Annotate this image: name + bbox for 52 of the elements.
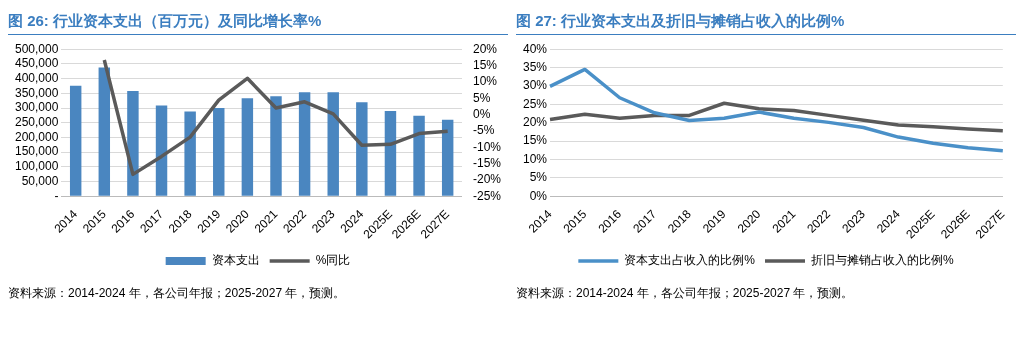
y-tick-label: 10% [522, 151, 548, 166]
y2-tick-label: 20% [472, 41, 498, 56]
y-tick-label: 350,000 [14, 85, 59, 100]
y-tick-label: 100,000 [14, 159, 59, 174]
y-tick-label: 40% [522, 41, 548, 56]
legend-label: 折旧与摊销占收入的比例% [811, 253, 954, 268]
chart-title: 图 27: 行业资本支出及折旧与摊销占收入的比例% [516, 8, 1016, 35]
bar [69, 85, 82, 196]
bar [270, 96, 282, 196]
bar [298, 92, 311, 196]
legend-label: 资本支出 [211, 253, 260, 268]
text: 资料来源：2014-2024 年，各公司年报；2025-2027 年，预测。 [516, 285, 855, 302]
y-tick-label: 250,000 [14, 115, 59, 130]
y2-tick-label: -15% [472, 155, 502, 170]
chart-title: 图 26: 行业资本支出（百万元）及同比增长率% [8, 8, 508, 35]
bar [98, 67, 111, 196]
bar [213, 108, 225, 196]
y-tick-label: 30% [522, 78, 548, 93]
y-tick-label: - [54, 188, 59, 203]
bar [184, 111, 196, 196]
y2-tick-label: 15% [472, 57, 498, 72]
y-tick-label: 150,000 [14, 144, 59, 159]
y-tick-label: 500,000 [14, 41, 59, 56]
y-tick-label: 35% [522, 59, 548, 74]
y-tick-label: 20% [522, 115, 548, 130]
y2-tick-label: -10% [472, 139, 502, 154]
bar [327, 92, 339, 196]
y2-tick-label: -25% [472, 188, 502, 203]
y-tick-label: 400,000 [14, 70, 59, 85]
y2-tick-label: 5% [472, 90, 491, 105]
legend-label: 资本支出占收入的比例% [624, 253, 756, 268]
y-tick-label: 25% [522, 96, 548, 111]
y-tick-label: 50,000 [21, 173, 59, 188]
bar [356, 102, 368, 196]
y-tick-label: 15% [522, 133, 548, 148]
bar [127, 90, 139, 196]
bar [155, 105, 168, 196]
bar [413, 115, 425, 196]
y-tick-label: 5% [529, 170, 548, 185]
y-tick-label: 450,000 [14, 56, 59, 71]
y2-tick-label: -5% [472, 123, 495, 138]
y2-tick-label: -20% [472, 172, 502, 187]
y-tick-label: 0% [529, 188, 548, 203]
y2-tick-label: 10% [472, 74, 498, 89]
bar [441, 119, 454, 196]
y-tick-label: 300,000 [14, 100, 59, 115]
y2-tick-label: 0% [472, 106, 491, 121]
bar [241, 98, 254, 196]
bar [384, 110, 397, 196]
text: 资料来源：2014-2024 年，各公司年报；2025-2027 年，预测。 [8, 285, 347, 302]
y-tick-label: 200,000 [14, 129, 59, 144]
legend-label: %同比 [315, 253, 351, 268]
